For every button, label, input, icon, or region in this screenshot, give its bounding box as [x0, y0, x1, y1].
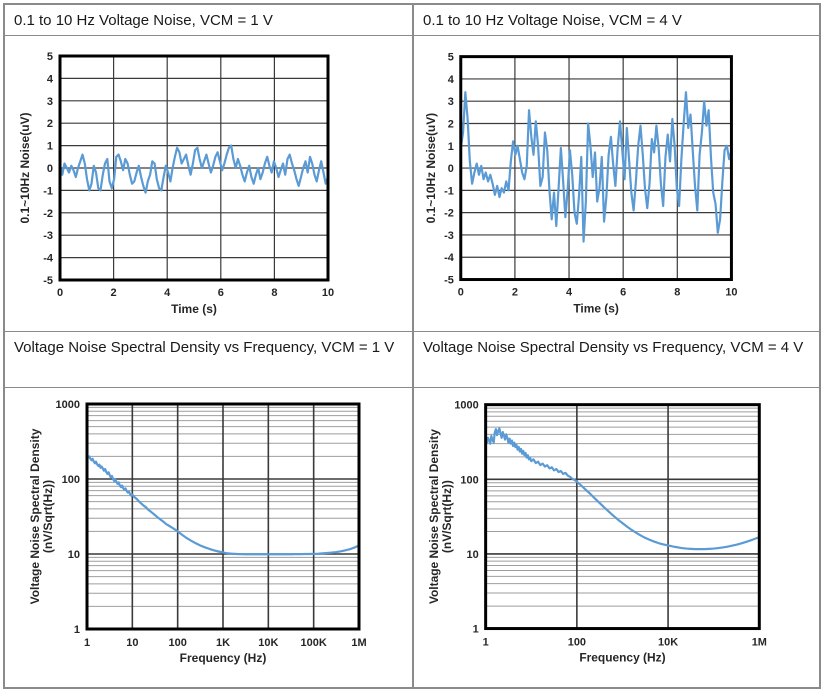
svg-text:-5: -5 [444, 275, 454, 287]
svg-text:2: 2 [47, 118, 53, 130]
svg-text:1: 1 [74, 624, 80, 636]
svg-text:1000: 1000 [56, 399, 80, 411]
svg-text:10: 10 [322, 287, 334, 299]
panel-title-noise-vcm4: 0.1 to 10 Hz Voltage Noise, VCM = 4 V [412, 5, 819, 35]
chart-spectral-density-vcm1: 1 10 100 1K 10K 100K 1M 1000 100 10 1 Frequency (Hz… [28, 399, 367, 665]
chart-spectral-density-vcm4: 1 100 10K 1M 1000 100 10 1 Frequency (Hz) Voltage… [427, 400, 767, 665]
svg-text:0: 0 [57, 287, 63, 299]
svg-text:-4: -4 [43, 253, 54, 265]
svg-text:0: 0 [47, 163, 53, 175]
svg-text:1M: 1M [351, 637, 366, 649]
svg-text:1M: 1M [752, 636, 767, 648]
svg-text:1: 1 [84, 637, 90, 649]
svg-text:8: 8 [271, 287, 277, 299]
svg-text:4: 4 [164, 287, 171, 299]
svg-text:-4: -4 [444, 252, 455, 264]
panel-title-density-vcm4: Voltage Noise Spectral Density vs Freque… [412, 331, 819, 387]
svg-text:0.1~10Hz Noise(uV): 0.1~10Hz Noise(uV) [424, 113, 438, 223]
panel-chart-noise-vcm1: 0 2 4 6 8 10 5 4 3 2 1 0 -1 -2 -3 -4 -5 Time (s) 0.1~10Hz … [5, 35, 412, 331]
svg-text:-1: -1 [444, 185, 454, 197]
svg-text:100: 100 [62, 474, 80, 486]
panel-chart-density-vcm1: 1 10 100 1K 10K 100K 1M 1000 100 10 1 Frequency (Hz… [5, 387, 412, 687]
panel-title-noise-vcm1: 0.1 to 10 Hz Voltage Noise, VCM = 1 V [5, 5, 412, 35]
svg-text:1000: 1000 [454, 400, 478, 412]
svg-text:-3: -3 [444, 230, 454, 242]
svg-text:4: 4 [566, 286, 573, 298]
svg-text:Time (s): Time (s) [171, 302, 217, 316]
panel-title-density-vcm1: Voltage Noise Spectral Density vs Freque… [5, 331, 412, 387]
svg-text:1: 1 [483, 636, 489, 648]
svg-text:2: 2 [448, 118, 454, 130]
svg-text:-5: -5 [43, 275, 53, 287]
svg-text:(nV/Sqrt(Hz)): (nV/Sqrt(Hz)) [440, 480, 454, 553]
svg-text:-1: -1 [43, 185, 53, 197]
svg-text:100: 100 [168, 637, 186, 649]
svg-text:Frequency (Hz): Frequency (Hz) [180, 651, 267, 665]
svg-text:2: 2 [111, 287, 117, 299]
svg-text:1: 1 [47, 141, 53, 153]
svg-text:Voltage Noise Spectral Density: Voltage Noise Spectral Density [28, 428, 42, 604]
svg-text:2: 2 [512, 286, 518, 298]
svg-text:3: 3 [47, 96, 53, 108]
svg-text:1: 1 [473, 624, 479, 636]
svg-text:1K: 1K [216, 637, 230, 649]
svg-text:-3: -3 [43, 230, 53, 242]
svg-text:10: 10 [68, 549, 80, 561]
svg-text:6: 6 [620, 286, 626, 298]
svg-text:10: 10 [725, 286, 737, 298]
svg-text:100K: 100K [301, 637, 327, 649]
svg-text:5: 5 [47, 51, 53, 63]
svg-text:100: 100 [568, 636, 586, 648]
panel-chart-density-vcm4: 1 100 10K 1M 1000 100 10 1 Frequency (Hz) Voltage… [412, 387, 819, 687]
svg-text:-2: -2 [43, 208, 53, 220]
svg-text:5: 5 [448, 52, 454, 64]
svg-text:4: 4 [448, 74, 455, 86]
svg-text:0: 0 [458, 286, 464, 298]
svg-text:8: 8 [674, 286, 680, 298]
svg-text:1: 1 [448, 141, 454, 153]
svg-text:0.1~10Hz Noise(uV): 0.1~10Hz Noise(uV) [18, 112, 32, 223]
svg-text:10K: 10K [658, 636, 678, 648]
svg-text:6: 6 [218, 287, 224, 299]
svg-text:(nV/Sqrt(Hz)): (nV/Sqrt(Hz)) [41, 480, 55, 553]
svg-text:3: 3 [448, 96, 454, 108]
svg-text:Frequency (Hz): Frequency (Hz) [579, 650, 665, 664]
svg-text:10: 10 [467, 549, 479, 561]
svg-text:Voltage Noise Spectral Density: Voltage Noise Spectral Density [427, 429, 441, 604]
svg-text:4: 4 [47, 73, 54, 85]
svg-text:-2: -2 [444, 208, 454, 220]
svg-text:0: 0 [448, 163, 454, 175]
panel-chart-noise-vcm4: 0 2 4 6 8 10 5 4 3 2 1 0 -1 -2 -3 -4 -5 Time (s) 0.1~10Hz … [412, 35, 819, 331]
svg-text:100: 100 [460, 474, 478, 486]
svg-text:10K: 10K [258, 637, 278, 649]
svg-text:Time (s): Time (s) [573, 301, 619, 315]
svg-text:10: 10 [126, 637, 138, 649]
figure-grid: 0.1 to 10 Hz Voltage Noise, VCM = 1 V 0.… [3, 3, 821, 689]
